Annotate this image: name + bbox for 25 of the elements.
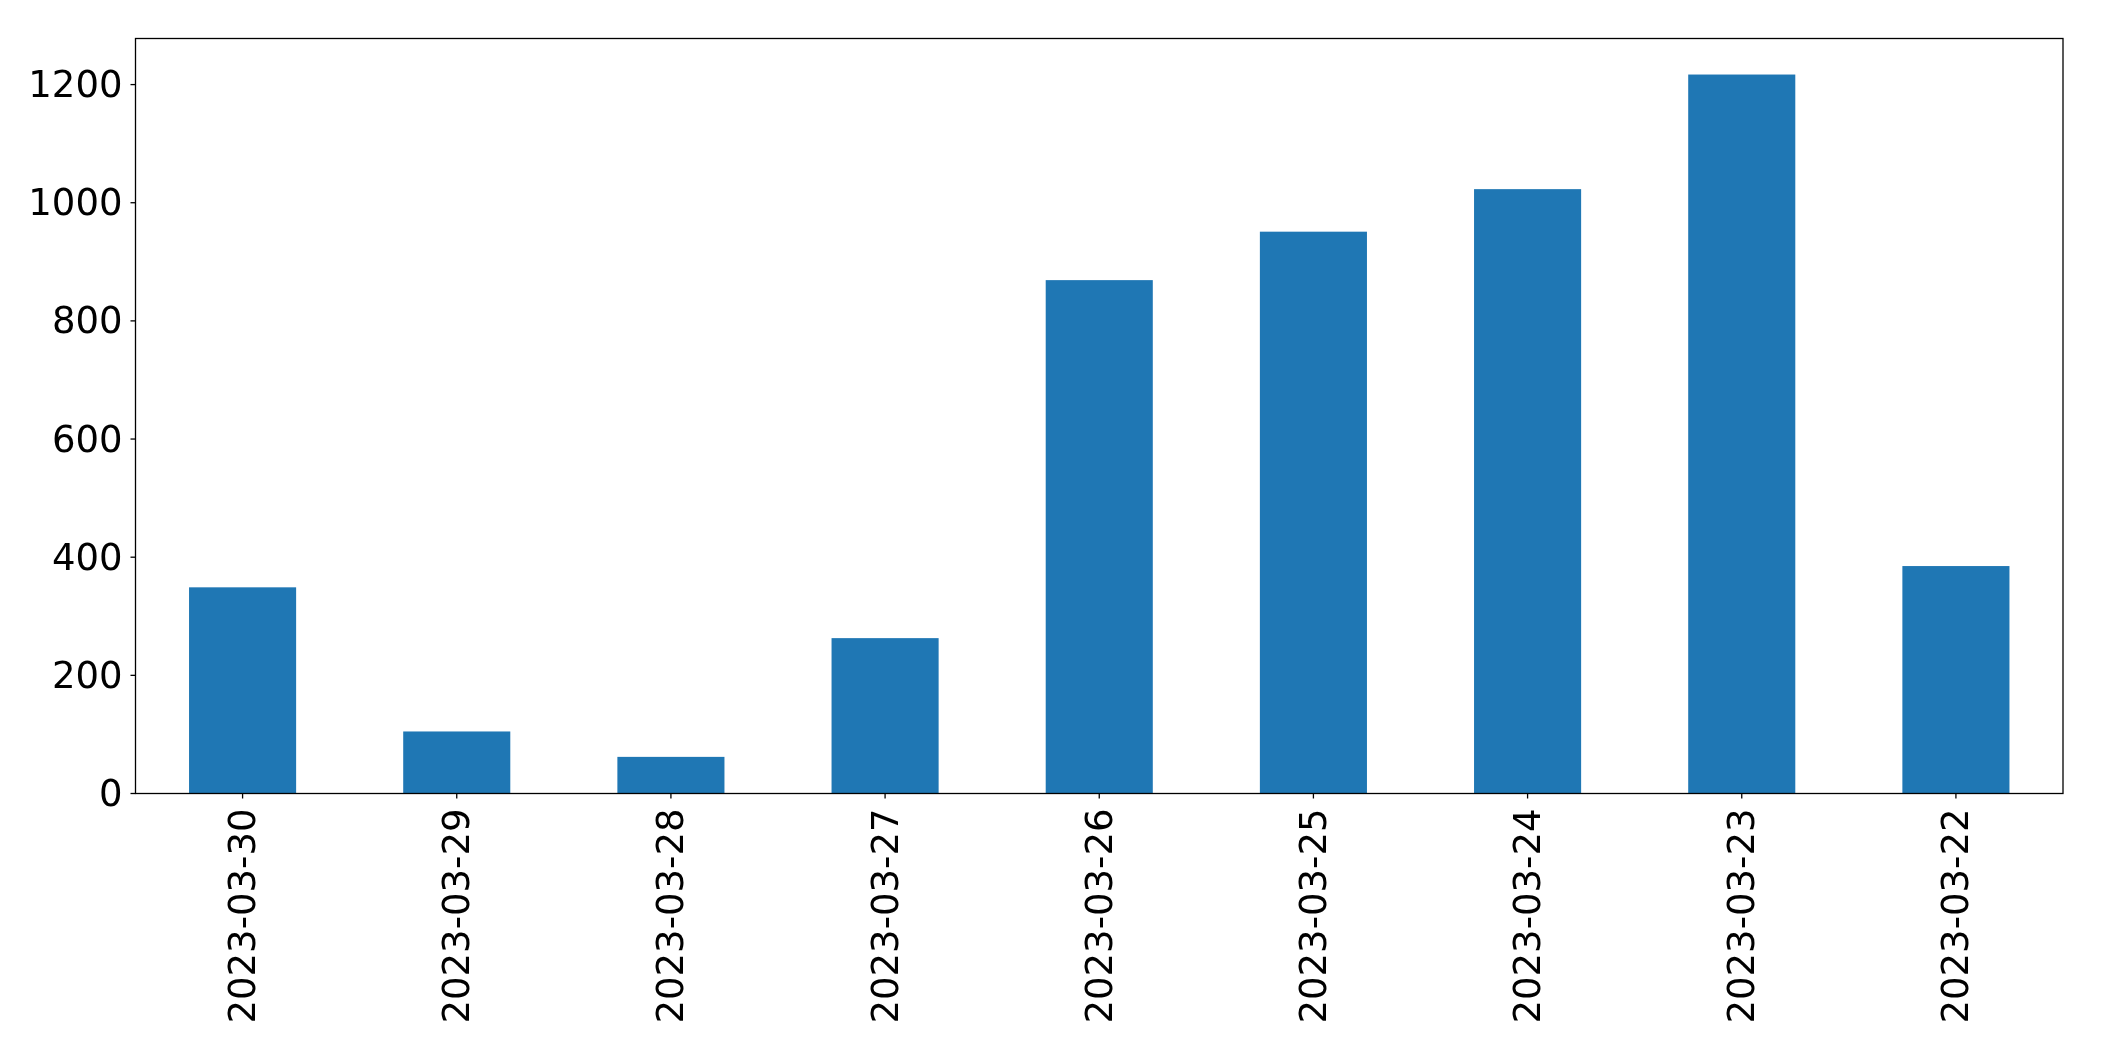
- y-tick-label: 600: [51, 417, 123, 461]
- bar: [617, 756, 725, 794]
- y-tick-label: 0: [98, 772, 123, 815]
- bar: [1474, 189, 1582, 794]
- bar: [1045, 280, 1153, 794]
- bar: [1688, 74, 1796, 794]
- x-tick-label: 2023-03-29: [435, 808, 479, 1024]
- x-tick-label: 2023-03-22: [1934, 808, 1978, 1024]
- bar: [1902, 566, 2010, 794]
- x-tick-label: 2023-03-26: [1077, 808, 1121, 1024]
- x-tick-label: 2023-03-28: [649, 808, 693, 1024]
- y-tick-label: 800: [51, 299, 123, 343]
- bar: [403, 731, 511, 794]
- x-tick-label: 2023-03-27: [863, 808, 907, 1024]
- y-tick-label: 1200: [28, 63, 123, 107]
- y-tick-label: 1000: [28, 181, 123, 225]
- x-tick-label: 2023-03-24: [1506, 808, 1550, 1024]
- bar: [831, 638, 939, 794]
- x-tick-label: 2023-03-25: [1291, 808, 1335, 1024]
- bar: [1259, 231, 1367, 794]
- x-tick-label: 2023-03-30: [221, 808, 265, 1024]
- y-tick-label: 200: [51, 653, 123, 697]
- y-tick-label: 400: [51, 535, 123, 579]
- x-tick-label: 2023-03-23: [1720, 808, 1764, 1024]
- bar: [189, 587, 297, 794]
